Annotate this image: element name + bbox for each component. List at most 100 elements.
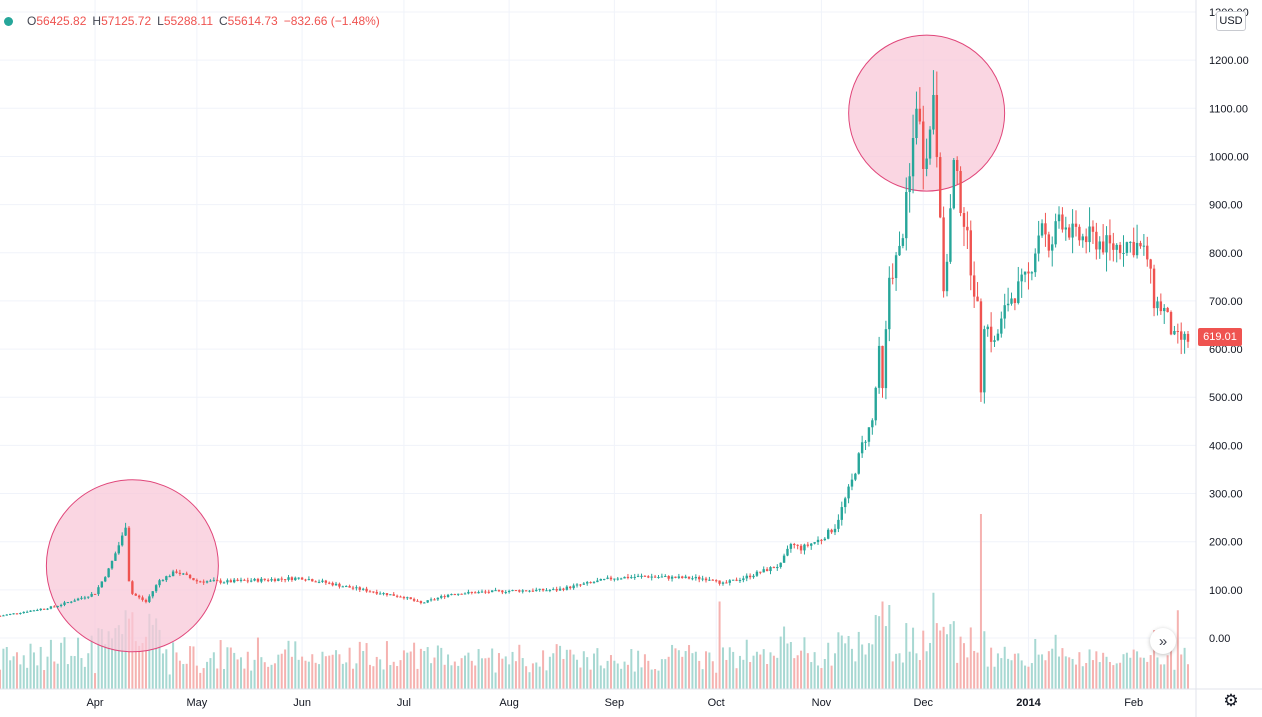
candle-body (1105, 235, 1108, 253)
volume-bar (168, 674, 171, 689)
volume-bar (766, 664, 769, 689)
candle-body (1023, 271, 1027, 275)
y-tick-label: 100.00 (1209, 585, 1243, 597)
candle-body (216, 580, 219, 582)
candle-body (942, 217, 945, 292)
candle-body (355, 587, 358, 589)
candle-body (748, 575, 752, 578)
volume-bar (922, 630, 925, 689)
candle-body (721, 582, 725, 584)
candle-body (70, 601, 73, 603)
volume-bar (942, 626, 945, 689)
y-tick-label: 500.00 (1209, 392, 1243, 404)
candle-body (514, 590, 518, 592)
candle-body (701, 578, 704, 580)
candle-body (253, 578, 256, 581)
candle-body (307, 579, 311, 581)
candle-body (565, 586, 569, 590)
volume-bar (694, 651, 697, 689)
candle-body (1013, 298, 1017, 303)
candle-body (87, 596, 90, 598)
volume-bar (433, 657, 436, 689)
candle-body (436, 597, 440, 600)
candle-body (888, 277, 891, 330)
candle-body (1064, 227, 1068, 230)
candle-body (602, 578, 606, 580)
candle-body (589, 582, 592, 584)
candle-body (168, 576, 171, 578)
candle-body (463, 593, 467, 595)
volume-bar (755, 651, 758, 689)
candle-body (874, 387, 877, 421)
candle-body (966, 226, 969, 231)
volume-bar (772, 655, 775, 689)
candle-body (677, 576, 681, 578)
candle-body (704, 578, 708, 581)
volume-bar (643, 654, 646, 689)
volume-bar (871, 644, 874, 689)
volume-bar (477, 649, 480, 689)
volume-bar (172, 642, 175, 689)
candle-body (338, 583, 341, 587)
volume-bar (1064, 656, 1067, 689)
volume-bar (246, 651, 249, 689)
volume-bar (837, 632, 840, 689)
candle-body (2, 615, 5, 617)
candle-body (426, 600, 429, 603)
candle-body (266, 579, 270, 581)
volume-bar (328, 655, 331, 689)
candle-body (1020, 274, 1023, 282)
candle-body (691, 578, 694, 580)
candle-body (389, 594, 392, 596)
candle-body (670, 576, 674, 579)
volume-bar (1153, 630, 1156, 689)
volume-bar (151, 624, 154, 689)
candle-body (131, 581, 134, 594)
volume-bar (1132, 649, 1135, 689)
candle-body (80, 597, 83, 599)
volume-bar (402, 650, 405, 689)
candle-body (630, 577, 633, 579)
candle-body (270, 579, 273, 581)
chart-settings-button[interactable]: ⚙ (1220, 690, 1242, 712)
candle-body (429, 599, 433, 601)
candle-body (1169, 312, 1173, 335)
candle-body (494, 590, 497, 592)
candle-body (1152, 268, 1156, 309)
candle-body (46, 608, 49, 610)
candle-body (402, 597, 406, 599)
volume-bar (752, 655, 755, 689)
volume-bar (1000, 658, 1003, 689)
candle-body (647, 576, 650, 578)
volume-bar (749, 662, 752, 689)
candle-body (185, 573, 188, 575)
go-to-realtime-button[interactable]: » (1150, 628, 1176, 654)
candle-body (1081, 236, 1084, 241)
volume-bar (223, 668, 226, 689)
candle-body (154, 585, 158, 592)
x-tick-label: Nov (812, 697, 832, 709)
volume-bar (12, 656, 15, 689)
volume-bar (487, 657, 490, 689)
candle-body (1095, 231, 1098, 250)
candle-body (983, 329, 986, 393)
candle-body (32, 610, 36, 612)
candle-body (5, 614, 8, 616)
status-dot (4, 16, 13, 26)
volume-bar (426, 647, 429, 689)
volume-bar (762, 649, 765, 689)
volume-bar (650, 669, 653, 689)
low-value: 55288.11 (163, 14, 213, 28)
candle-body (755, 571, 759, 576)
volume-bar (525, 666, 528, 689)
volume-bar (138, 645, 141, 689)
volume-bar (1020, 660, 1023, 689)
currency-button[interactable]: USD (1216, 11, 1246, 31)
candle-body (558, 588, 562, 591)
volume-bar (969, 627, 972, 689)
candle-body (884, 329, 888, 389)
volume-bar (1047, 651, 1050, 689)
volume-bar (1180, 654, 1183, 689)
volume-bar (263, 662, 266, 689)
